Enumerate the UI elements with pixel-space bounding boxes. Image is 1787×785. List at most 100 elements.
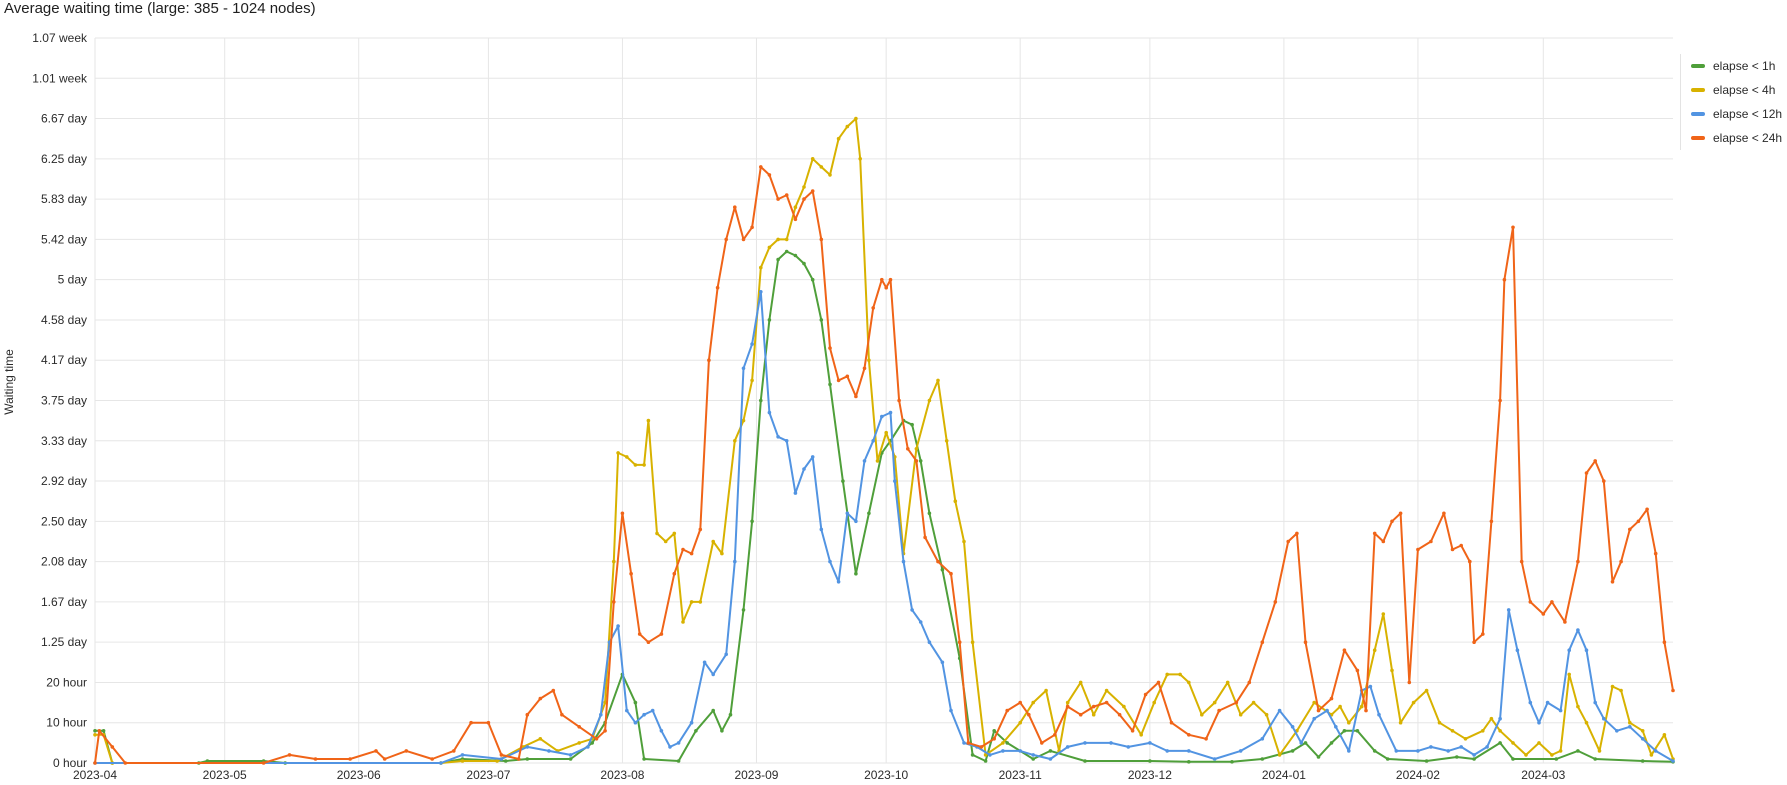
data-point [1381, 539, 1386, 544]
legend-item[interactable]: elapse < 4h [1681, 78, 1787, 102]
data-point [616, 624, 620, 628]
data-point [650, 708, 655, 713]
data-point [625, 708, 629, 713]
data-point [663, 539, 668, 544]
data-point [750, 342, 754, 346]
x-tick-label: 2024-01 [1262, 768, 1306, 782]
series-0[interactable] [93, 249, 1675, 765]
data-point [382, 757, 387, 761]
data-point [1165, 672, 1169, 677]
data-point [750, 378, 754, 383]
data-point [1078, 680, 1083, 685]
data-point [1558, 708, 1563, 713]
data-point [953, 499, 958, 504]
y-tick-label: 2.08 day [41, 555, 87, 569]
data-point [1528, 600, 1533, 604]
x-tick-label: 2023-07 [466, 768, 510, 782]
data-point [1364, 708, 1368, 713]
data-point [1472, 757, 1476, 761]
data-point [1130, 729, 1135, 733]
data-point [1277, 753, 1282, 757]
data-point [862, 366, 867, 371]
data-point [802, 197, 806, 201]
data-point [659, 632, 664, 636]
data-point [1260, 640, 1265, 644]
data-point [1528, 700, 1533, 705]
data-point [1610, 580, 1615, 584]
y-tick-label: 5.42 day [41, 232, 87, 246]
data-point [880, 277, 884, 282]
data-point [594, 737, 599, 741]
data-point [689, 600, 694, 604]
data-point [936, 378, 940, 383]
data-point [1481, 632, 1485, 636]
data-point [720, 551, 724, 556]
data-point [1567, 672, 1571, 677]
data-point [516, 757, 521, 761]
data-point [1662, 640, 1667, 644]
data-point [759, 265, 763, 270]
data-point [927, 511, 932, 516]
data-point [1498, 741, 1502, 745]
legend-item[interactable]: elapse < 1h [1681, 54, 1787, 78]
data-point [676, 759, 681, 763]
data-point [1628, 720, 1632, 725]
data-point [1429, 539, 1433, 544]
data-point [845, 124, 850, 129]
data-point [93, 729, 97, 733]
data-point [1005, 708, 1009, 713]
data-point [101, 729, 106, 733]
data-point [642, 757, 646, 761]
data-point [867, 511, 871, 516]
data-point [1653, 749, 1658, 753]
data-point [287, 753, 292, 757]
data-point [1152, 700, 1156, 705]
data-point [1169, 720, 1174, 725]
y-tick-label: 6.25 day [41, 152, 87, 166]
data-point [1347, 749, 1351, 753]
data-point [642, 463, 646, 467]
legend-swatch [1691, 136, 1705, 140]
data-point [681, 547, 685, 552]
data-point [819, 318, 824, 322]
data-point [884, 285, 888, 290]
series-1[interactable] [93, 116, 1675, 765]
series-2[interactable] [93, 290, 1675, 765]
series-line[interactable] [94, 165, 1674, 764]
series-3[interactable] [93, 165, 1675, 765]
data-point [810, 277, 815, 282]
y-tick-label: 1.01 week [32, 71, 88, 85]
data-point [1537, 720, 1541, 725]
data-point [1511, 757, 1515, 761]
grid-lines [94, 37, 1673, 764]
data-point [1576, 704, 1580, 709]
data-point [819, 165, 824, 169]
data-point [1078, 712, 1083, 717]
legend-item[interactable]: elapse < 24h [1681, 126, 1787, 150]
data-point [1519, 559, 1524, 564]
data-point [918, 459, 923, 463]
data-point [110, 745, 115, 749]
series-lines[interactable] [93, 116, 1675, 765]
data-point [538, 696, 543, 701]
data-point [1312, 700, 1316, 705]
data-point [525, 745, 530, 749]
data-point [1143, 692, 1148, 697]
data-point [1355, 729, 1360, 733]
data-point [1234, 700, 1239, 705]
data-point [1416, 749, 1420, 753]
data-point [845, 511, 850, 516]
data-point [1459, 745, 1463, 749]
data-point [1187, 749, 1191, 753]
legend-item[interactable]: elapse < 12h [1681, 102, 1787, 126]
data-point [672, 571, 677, 576]
series-line[interactable] [95, 250, 1674, 764]
data-point [862, 459, 867, 463]
data-point [776, 257, 780, 262]
data-point [1593, 700, 1597, 705]
x-tick-label: 2023-10 [864, 768, 908, 782]
data-point [901, 559, 906, 564]
data-point [1640, 729, 1645, 733]
